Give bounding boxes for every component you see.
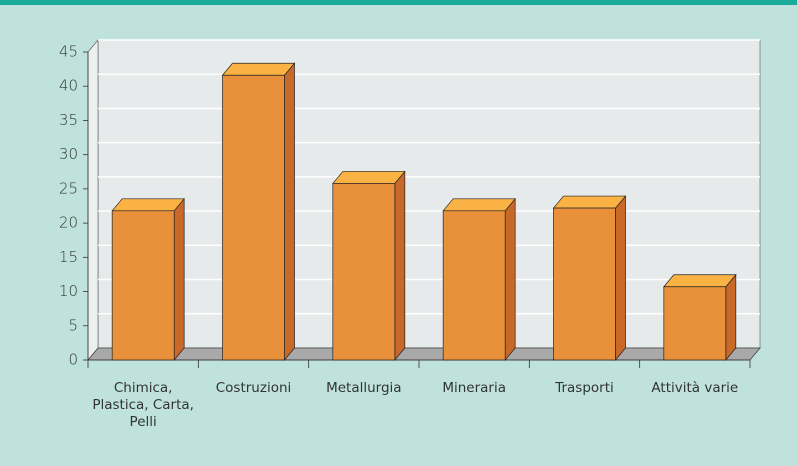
y-tick-label: 40 (59, 77, 78, 95)
y-tick-label: 5 (68, 316, 78, 334)
bar-top (552, 195, 627, 209)
bar-top (663, 274, 737, 288)
back-wall (97, 39, 761, 349)
bar (442, 210, 506, 361)
bar (222, 74, 285, 361)
bar (553, 207, 616, 361)
x-tick-label: Attività varie (651, 380, 739, 396)
bar-top (221, 62, 296, 76)
y-tick-label: 20 (59, 214, 78, 232)
y-tick-label: 45 (59, 43, 78, 61)
bar-side (394, 170, 406, 361)
x-tick-label: Costruzioni (215, 380, 292, 396)
bar (111, 210, 175, 361)
bar-top (332, 171, 406, 184)
floor (87, 347, 761, 361)
y-tick-label: 25 (59, 179, 78, 197)
bar (663, 286, 727, 361)
bar-side (725, 273, 737, 361)
x-tick-label: Metallurgia (326, 380, 402, 396)
x-tick-label: Mineraria (442, 380, 506, 396)
side-wall (87, 39, 99, 361)
bar-side (284, 62, 295, 361)
y-tick-label: 15 (59, 248, 78, 266)
bar-top (442, 198, 516, 212)
top-bar (0, 0, 797, 5)
bar-top (111, 198, 185, 212)
bar-side (615, 195, 626, 361)
y-tick-label: 30 (59, 145, 78, 163)
bar-side (504, 197, 516, 361)
y-tick-label: 10 (59, 282, 78, 300)
bar-side (173, 197, 185, 361)
x-tick-label: Trasporti (555, 380, 614, 396)
bar (332, 183, 396, 361)
y-tick-label: 35 (59, 111, 78, 129)
y-tick-label: 0 (68, 351, 78, 369)
x-tick-label: Chimica, Plastica, Carta, Pelli (92, 380, 194, 430)
